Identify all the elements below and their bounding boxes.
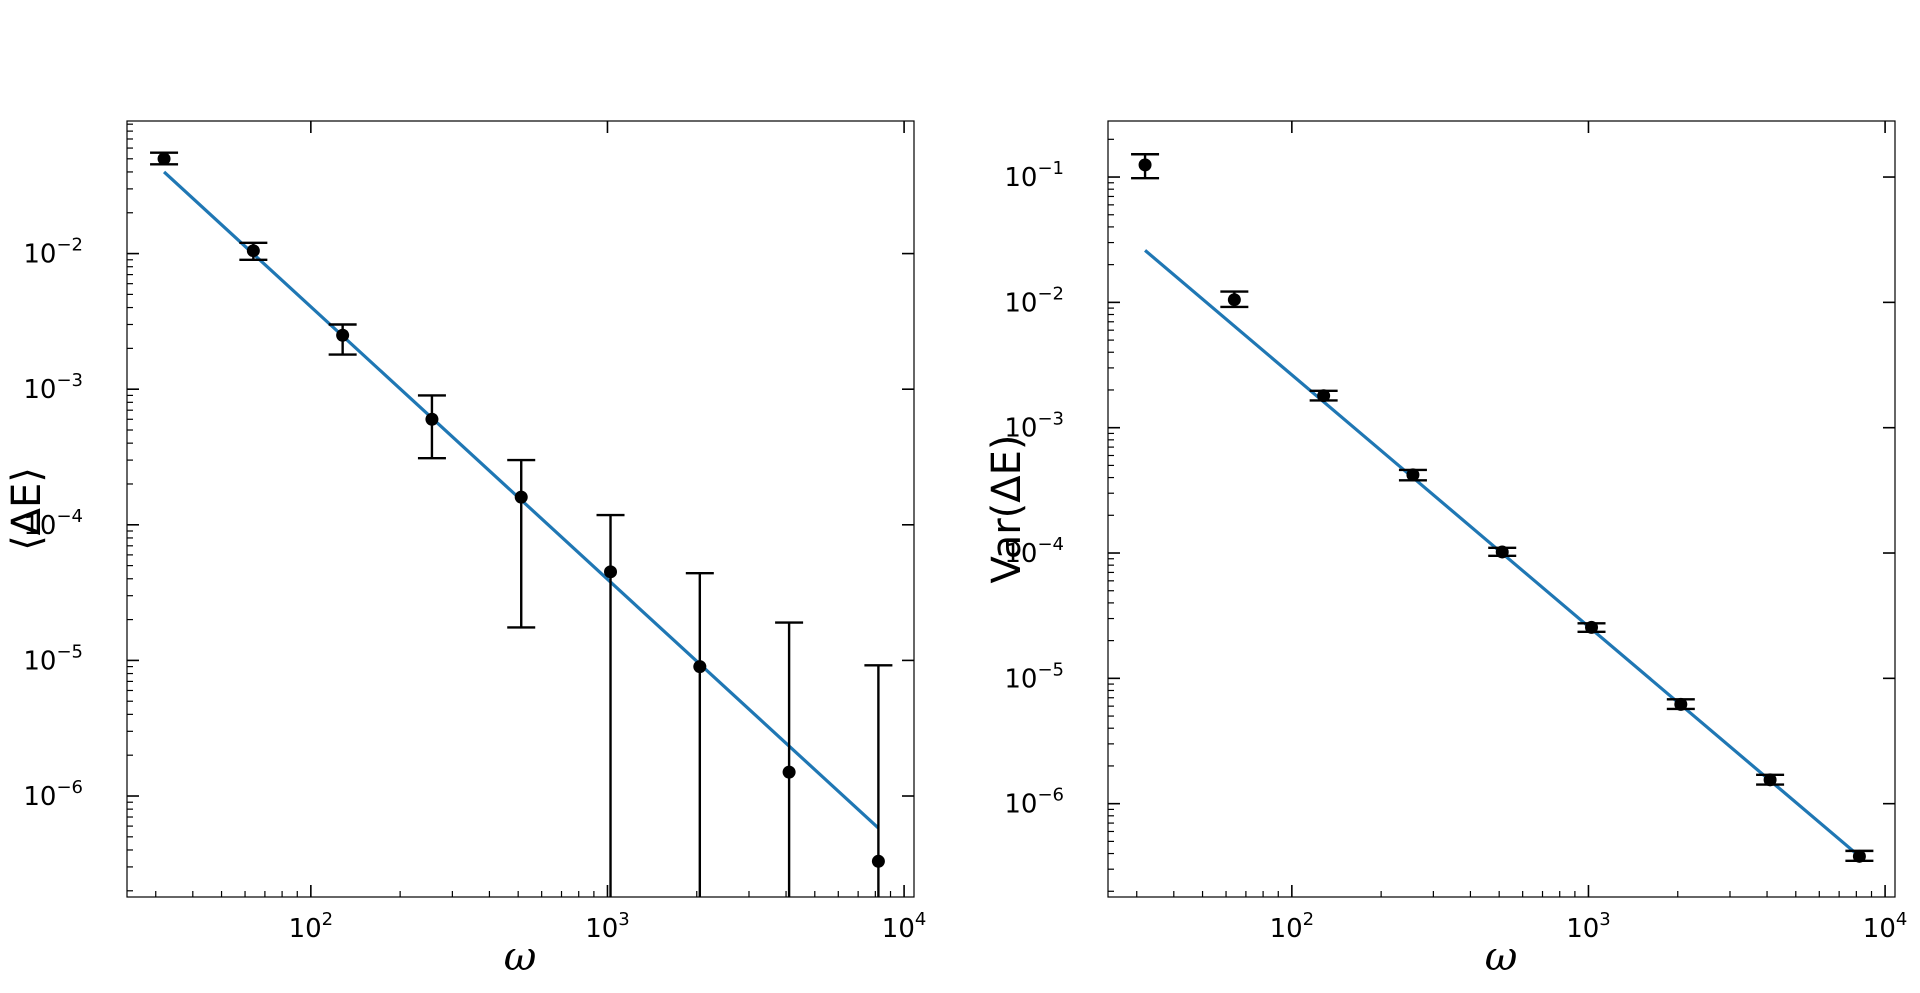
data-point-4 <box>514 490 528 504</box>
data-point-0 <box>157 152 171 166</box>
axes-frame-var-delta-e <box>1107 120 1896 898</box>
x-axis-label-mean-delta-e: ω <box>504 934 537 980</box>
data-point-5 <box>1585 620 1599 634</box>
data-point-8 <box>871 854 885 868</box>
data-point-7 <box>782 765 796 779</box>
x-axis-label-var-delta-e: ω <box>1485 934 1518 980</box>
axes-frame-mean-delta-e <box>126 120 915 898</box>
y-axis-label-var-delta-e: Var(ΔE) <box>984 434 1030 583</box>
data-point-2 <box>336 328 350 342</box>
data-point-3 <box>425 412 439 426</box>
data-point-3 <box>1406 468 1420 482</box>
data-point-1 <box>1227 293 1241 307</box>
data-point-0 <box>1138 158 1152 172</box>
data-point-6 <box>693 660 707 674</box>
data-point-7 <box>1763 773 1777 787</box>
plot-area-mean-delta-e <box>150 151 893 897</box>
y-axis-label-mean-delta-e: ⟨ΔE⟩ <box>4 467 50 551</box>
data-point-2 <box>1317 389 1331 403</box>
y-tick-label-1: 10−5 <box>1004 659 1064 694</box>
data-point-4 <box>1495 545 1509 559</box>
data-point-5 <box>604 565 618 579</box>
plot-area-var-delta-e <box>1131 153 1874 863</box>
data-point-6 <box>1674 697 1688 711</box>
data-point-1 <box>246 244 260 258</box>
data-point-8 <box>1852 849 1866 863</box>
